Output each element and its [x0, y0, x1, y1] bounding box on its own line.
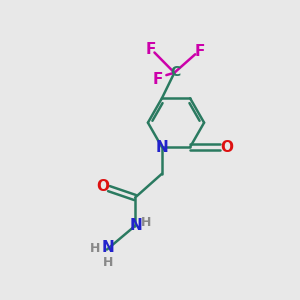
Text: O: O — [96, 179, 109, 194]
Text: H: H — [103, 256, 114, 268]
Text: H: H — [141, 216, 152, 229]
Text: C: C — [171, 65, 181, 79]
Text: O: O — [220, 140, 233, 154]
Text: F: F — [194, 44, 205, 59]
Text: H: H — [90, 242, 100, 256]
Text: N: N — [102, 240, 115, 255]
Text: N: N — [129, 218, 142, 233]
Text: F: F — [153, 72, 163, 87]
Text: F: F — [146, 42, 156, 57]
Text: N: N — [155, 140, 168, 154]
